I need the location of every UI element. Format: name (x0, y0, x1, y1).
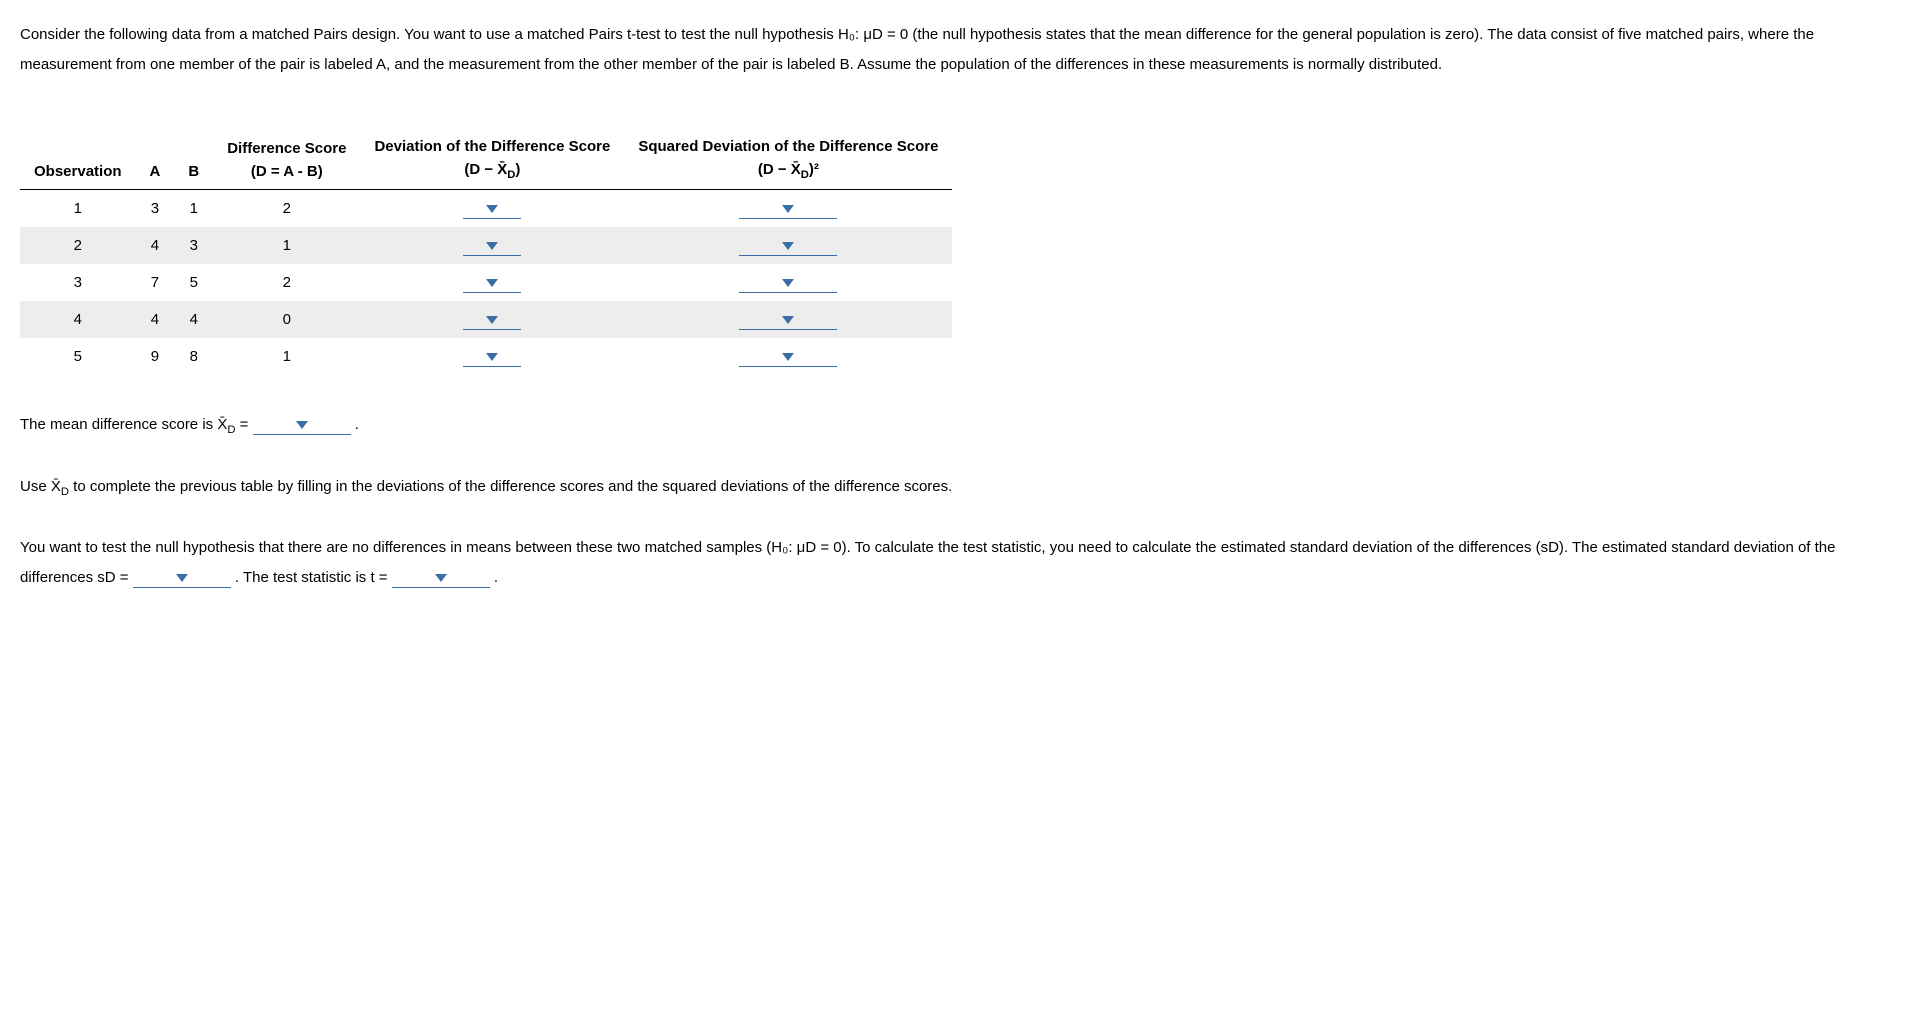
cell-D: 2 (213, 190, 360, 228)
cell-deviation (360, 264, 624, 301)
intro-paragraph: Consider the following data from a match… (20, 20, 1908, 80)
cell-A: 4 (136, 227, 175, 264)
t-dropdown[interactable] (392, 569, 490, 588)
col-A: A (136, 130, 175, 190)
deviation-dropdown[interactable] (463, 274, 521, 293)
caret-down-icon (485, 204, 499, 214)
table-row: 2431 (20, 227, 952, 264)
deviation-dropdown[interactable] (463, 237, 521, 256)
mean-diff-dropdown[interactable] (253, 416, 351, 435)
sqdev-dropdown[interactable] (739, 311, 837, 330)
caret-down-icon (485, 278, 499, 288)
sqdev-dropdown[interactable] (739, 348, 837, 367)
cell-sqdev (624, 227, 952, 264)
cell-D: 0 (213, 301, 360, 338)
table-row: 3752 (20, 264, 952, 301)
cell-deviation (360, 338, 624, 375)
sqdev-dropdown[interactable] (739, 200, 837, 219)
col-B: B (174, 130, 213, 190)
sqdev-dropdown[interactable] (739, 274, 837, 293)
caret-down-icon (485, 352, 499, 362)
cell-D: 1 (213, 227, 360, 264)
cell-B: 5 (174, 264, 213, 301)
cell-deviation (360, 301, 624, 338)
caret-down-icon (781, 204, 795, 214)
caret-down-icon (781, 241, 795, 251)
xbar-symbol: X̄ (51, 478, 61, 495)
sqdev-dropdown[interactable] (739, 237, 837, 256)
col-deviation: Deviation of the Difference Score (D − X… (360, 130, 624, 190)
mean-diff-line: The mean difference score is X̄D = . (20, 410, 1908, 442)
cell-sqdev (624, 301, 952, 338)
caret-down-icon (485, 241, 499, 251)
deviation-dropdown[interactable] (463, 200, 521, 219)
cell-deviation (360, 227, 624, 264)
cell-sqdev (624, 264, 952, 301)
col-diff: Difference Score (D = A - B) (213, 130, 360, 190)
cell-A: 7 (136, 264, 175, 301)
data-table: Observation A B Difference Score (D = A … (20, 130, 952, 375)
cell-B: 8 (174, 338, 213, 375)
cell-A: 4 (136, 301, 175, 338)
sd-dropdown[interactable] (133, 569, 231, 588)
cell-obs: 3 (20, 264, 136, 301)
caret-down-icon (434, 573, 448, 583)
col-observation: Observation (20, 130, 136, 190)
test-statistic-para: You want to test the null hypothesis tha… (20, 533, 1908, 593)
cell-A: 9 (136, 338, 175, 375)
deviation-dropdown[interactable] (463, 311, 521, 330)
cell-obs: 1 (20, 190, 136, 228)
cell-obs: 4 (20, 301, 136, 338)
cell-D: 1 (213, 338, 360, 375)
cell-obs: 2 (20, 227, 136, 264)
table-row: 4440 (20, 301, 952, 338)
xbar-symbol: X̄ (217, 416, 227, 433)
cell-B: 1 (174, 190, 213, 228)
cell-deviation (360, 190, 624, 228)
table-row: 5981 (20, 338, 952, 375)
col-sq-deviation: Squared Deviation of the Difference Scor… (624, 130, 952, 190)
cell-A: 3 (136, 190, 175, 228)
cell-sqdev (624, 190, 952, 228)
caret-down-icon (781, 352, 795, 362)
deviation-dropdown[interactable] (463, 348, 521, 367)
caret-down-icon (781, 278, 795, 288)
caret-down-icon (175, 573, 189, 583)
intro-text: Consider the following data from a match… (20, 26, 1814, 73)
caret-down-icon (781, 315, 795, 325)
caret-down-icon (485, 315, 499, 325)
table-row: 1312 (20, 190, 952, 228)
caret-down-icon (295, 420, 309, 430)
cell-D: 2 (213, 264, 360, 301)
cell-B: 3 (174, 227, 213, 264)
cell-B: 4 (174, 301, 213, 338)
cell-obs: 5 (20, 338, 136, 375)
cell-sqdev (624, 338, 952, 375)
instruction-line: Use X̄D to complete the previous table b… (20, 472, 1908, 504)
